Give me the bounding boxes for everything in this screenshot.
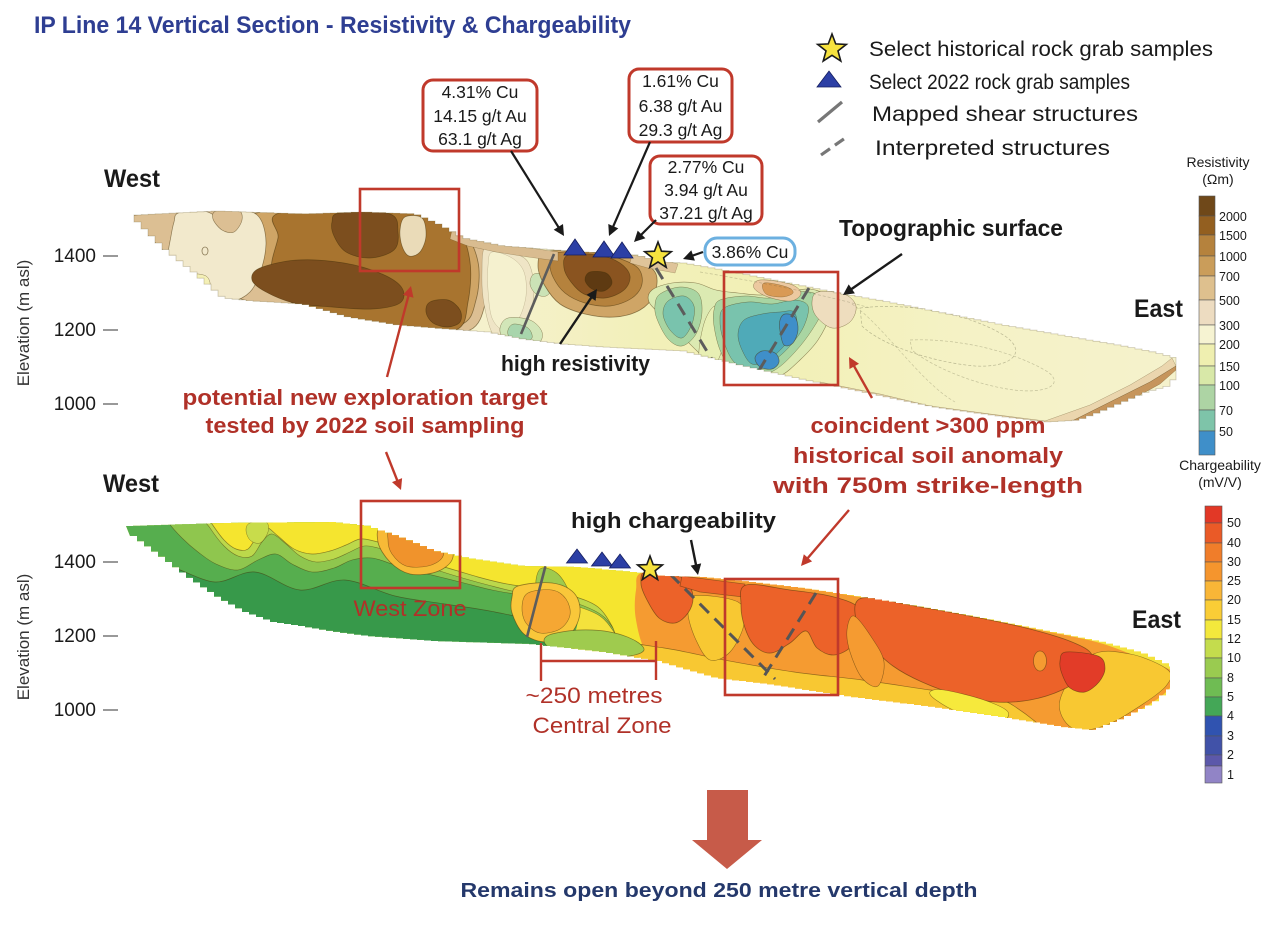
- svg-text:potential new exploration targ: potential new exploration target: [183, 385, 549, 410]
- svg-text:Chargeability: Chargeability: [1179, 457, 1261, 473]
- svg-text:1000: 1000: [54, 394, 96, 415]
- svg-text:50: 50: [1227, 516, 1241, 530]
- svg-text:tested by 2022 soil sampling: tested by 2022 soil sampling: [206, 413, 525, 438]
- svg-text:Topographic surface: Topographic surface: [839, 215, 1063, 241]
- svg-text:30: 30: [1227, 555, 1241, 569]
- svg-text:20: 20: [1227, 593, 1241, 607]
- svg-text:50: 50: [1219, 425, 1233, 439]
- svg-text:Select historical rock grab sa: Select historical rock grab samples: [869, 38, 1213, 61]
- svg-text:high chargeability: high chargeability: [571, 508, 777, 533]
- svg-text:high resistivity: high resistivity: [501, 351, 651, 376]
- svg-text:East: East: [1134, 295, 1184, 323]
- svg-text:300: 300: [1219, 319, 1240, 333]
- svg-text:East: East: [1132, 606, 1182, 634]
- svg-text:500: 500: [1219, 294, 1240, 308]
- svg-text:100: 100: [1219, 379, 1240, 393]
- svg-text:2: 2: [1227, 748, 1234, 762]
- svg-text:1: 1: [1227, 768, 1234, 782]
- svg-text:West: West: [103, 470, 160, 498]
- svg-text:Mapped shear structures: Mapped shear structures: [872, 103, 1138, 126]
- svg-text:2.77% Cu: 2.77% Cu: [668, 157, 745, 177]
- svg-text:700: 700: [1219, 270, 1240, 284]
- svg-text:14.15 g/t Au: 14.15 g/t Au: [433, 106, 526, 126]
- svg-text:10: 10: [1227, 651, 1241, 665]
- svg-text:1200: 1200: [54, 320, 96, 341]
- svg-text:Remains open beyond 250 metre: Remains open beyond 250 metre vertical d…: [461, 880, 978, 902]
- svg-text:1400: 1400: [54, 246, 96, 267]
- svg-text:Elevation (m asl): Elevation (m asl): [14, 574, 33, 701]
- svg-text:8: 8: [1227, 671, 1234, 685]
- svg-text:West: West: [104, 165, 161, 193]
- svg-text:with 750m strike-length: with 750m strike-length: [772, 473, 1083, 498]
- svg-text:1500: 1500: [1219, 229, 1247, 243]
- svg-text:(Ωm): (Ωm): [1202, 171, 1233, 187]
- svg-text:150: 150: [1219, 360, 1240, 374]
- svg-text:4: 4: [1227, 709, 1234, 723]
- svg-text:12: 12: [1227, 632, 1241, 646]
- svg-text:Central Zone: Central Zone: [533, 713, 672, 738]
- svg-text:~250 metres: ~250 metres: [526, 683, 663, 708]
- svg-text:IP Line 14 Vertical Section -: IP Line 14 Vertical Section - Resistivit…: [34, 12, 632, 39]
- svg-text:4.31% Cu: 4.31% Cu: [442, 82, 519, 102]
- svg-text:200: 200: [1219, 338, 1240, 352]
- svg-text:1000: 1000: [1219, 250, 1247, 264]
- svg-text:Elevation (m asl): Elevation (m asl): [14, 260, 33, 387]
- svg-text:29.3 g/t Ag: 29.3 g/t Ag: [639, 120, 723, 140]
- svg-text:(mV/V): (mV/V): [1198, 474, 1242, 490]
- svg-text:1400: 1400: [54, 552, 96, 573]
- svg-text:1200: 1200: [54, 626, 96, 647]
- svg-text:2000: 2000: [1219, 210, 1247, 224]
- svg-text:63.1 g/t Ag: 63.1 g/t Ag: [438, 129, 522, 149]
- svg-text:3: 3: [1227, 729, 1234, 743]
- svg-text:6.38 g/t Au: 6.38 g/t Au: [639, 96, 723, 116]
- svg-text:40: 40: [1227, 536, 1241, 550]
- svg-text:Select 2022 rock grab samples: Select 2022 rock grab samples: [869, 71, 1130, 94]
- svg-text:70: 70: [1219, 404, 1233, 418]
- svg-text:historical soil anomaly: historical soil anomaly: [793, 443, 1064, 468]
- svg-text:5: 5: [1227, 690, 1234, 704]
- svg-text:West Zone: West Zone: [354, 596, 467, 621]
- svg-text:3.86% Cu: 3.86% Cu: [712, 242, 789, 262]
- svg-text:1.61% Cu: 1.61% Cu: [642, 71, 719, 91]
- svg-text:15: 15: [1227, 613, 1241, 627]
- svg-text:25: 25: [1227, 574, 1241, 588]
- svg-text:Interpreted structures: Interpreted structures: [875, 137, 1110, 160]
- svg-text:Resistivity: Resistivity: [1186, 154, 1249, 170]
- svg-text:1000: 1000: [54, 700, 96, 721]
- svg-text:coincident >300 ppm: coincident >300 ppm: [811, 413, 1046, 438]
- svg-text:37.21 g/t Ag: 37.21 g/t Ag: [659, 203, 752, 223]
- svg-text:3.94 g/t Au: 3.94 g/t Au: [664, 180, 748, 200]
